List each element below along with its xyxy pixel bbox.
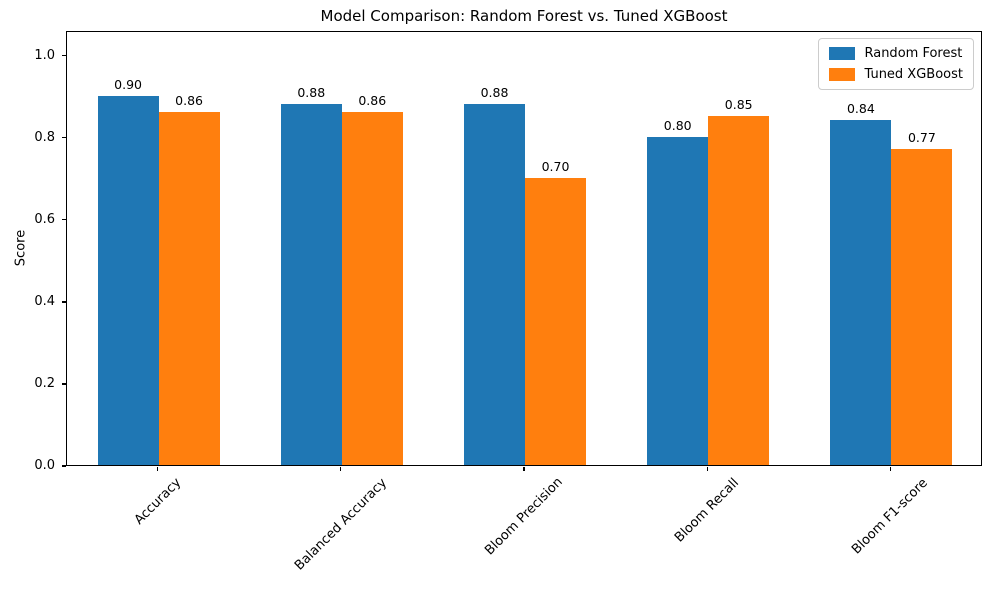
legend-swatch-random-forest: [829, 47, 856, 60]
bar-random-forest-bloom-f1-score: [830, 120, 892, 465]
y-tick-mark: [62, 465, 66, 467]
legend-swatch-tuned-xgboost: [829, 68, 856, 81]
x-tick-mark: [156, 467, 159, 471]
bar-column-tuned-xgboost-bloom-f1-score: 0.77: [891, 32, 953, 465]
legend-item-random-forest: Random Forest: [829, 46, 963, 61]
x-axis: Accuracy Balanced Accuracy Bloom Precision…: [66, 466, 982, 590]
bar-column-random-forest-bloom-recall: 0.80: [647, 32, 709, 465]
bar-random-forest-balanced-accuracy: [280, 103, 342, 465]
bar-random-forest-bloom-precision: [463, 103, 525, 465]
bar-value-label: 0.80: [663, 117, 692, 133]
y-tick-mark: [62, 301, 66, 303]
y-tick-label: 0.0: [34, 458, 55, 473]
bar-column-random-forest-bloom-f1-score: 0.84: [830, 32, 892, 465]
x-tick-label-bloom-precision: Bloom Precision: [482, 474, 566, 559]
bar-tuned-xgboost-bloom-precision: [524, 177, 586, 465]
bar-column-tuned-xgboost-balanced-accuracy: 0.86: [341, 32, 403, 465]
bar-random-forest-accuracy: [97, 95, 159, 465]
bar-value-label: 0.88: [480, 84, 509, 100]
bar-tuned-xgboost-accuracy: [158, 112, 220, 465]
bar-random-forest-bloom-recall: [647, 136, 709, 465]
y-tick-label: 0.8: [34, 129, 55, 145]
bar-tuned-xgboost-bloom-recall: [708, 116, 770, 465]
plot-area: Random Forest Tuned XGBoost 0.90 0.86 0.88…: [66, 31, 982, 466]
x-tick-mark: [523, 467, 525, 471]
bar-group-bloom-f1-score: 0.84 0.77: [800, 32, 983, 465]
x-tick-label-bloom-recall: Bloom Recall: [672, 474, 743, 546]
bar-column-tuned-xgboost-bloom-recall: 0.85: [708, 32, 770, 465]
bar-value-label: 0.77: [907, 130, 936, 146]
bar-group-balanced-accuracy: 0.88 0.86: [250, 32, 433, 465]
x-tick-label-balanced-accuracy: Balanced Accuracy: [291, 475, 390, 574]
y-tick-mark: [62, 54, 66, 57]
y-axis: 0.0 0.2 0.4 0.6 0.8 1.0: [0, 31, 66, 473]
bar-value-label: 0.90: [114, 76, 143, 92]
x-tick-mark: [889, 467, 892, 471]
x-tick-label-bloom-f1-score: Bloom F1-score: [849, 475, 932, 557]
bar-value-label: 0.84: [846, 101, 875, 117]
bar-value-label: 0.88: [297, 84, 326, 100]
bar-group-bloom-precision: 0.88 0.70: [433, 32, 616, 465]
x-tick-label-accuracy: Accuracy: [131, 474, 184, 528]
y-tick-label: 0.4: [34, 293, 55, 309]
y-tick-label: 0.6: [34, 211, 55, 227]
legend-item-tuned-xgboost: Tuned XGBoost: [829, 67, 963, 82]
bar-value-label: 0.86: [358, 93, 387, 109]
bar-value-label: 0.70: [541, 158, 570, 174]
y-tick-mark: [62, 136, 66, 139]
y-tick-label: 1.0: [34, 47, 55, 63]
bar-value-label: 0.86: [175, 93, 204, 109]
bar-group-bloom-recall: 0.80 0.85: [617, 32, 800, 465]
bar-value-label: 0.85: [724, 97, 753, 113]
bar-column-tuned-xgboost-accuracy: 0.86: [158, 32, 220, 465]
legend-label-random-forest: Random Forest: [864, 46, 963, 61]
y-tick-mark: [62, 219, 66, 221]
bar-column-random-forest-bloom-precision: 0.88: [463, 32, 525, 465]
legend-label-tuned-xgboost: Tuned XGBoost: [864, 67, 963, 82]
bar-column-random-forest-accuracy: 0.90: [97, 32, 159, 465]
bar-group-accuracy: 0.90 0.86: [67, 32, 250, 465]
bar-tuned-xgboost-balanced-accuracy: [341, 112, 403, 465]
y-tick-mark: [62, 383, 66, 385]
x-tick-mark: [706, 467, 708, 471]
chart-title: Model Comparison: Random Forest vs. Tune…: [320, 7, 728, 25]
bar-column-random-forest-balanced-accuracy: 0.88: [280, 32, 342, 465]
bar-column-tuned-xgboost-bloom-precision: 0.70: [524, 32, 586, 465]
legend: Random Forest Tuned XGBoost: [818, 38, 974, 90]
x-tick-mark: [340, 467, 342, 471]
y-tick-label: 0.2: [34, 375, 55, 391]
bar-tuned-xgboost-bloom-f1-score: [891, 149, 953, 465]
